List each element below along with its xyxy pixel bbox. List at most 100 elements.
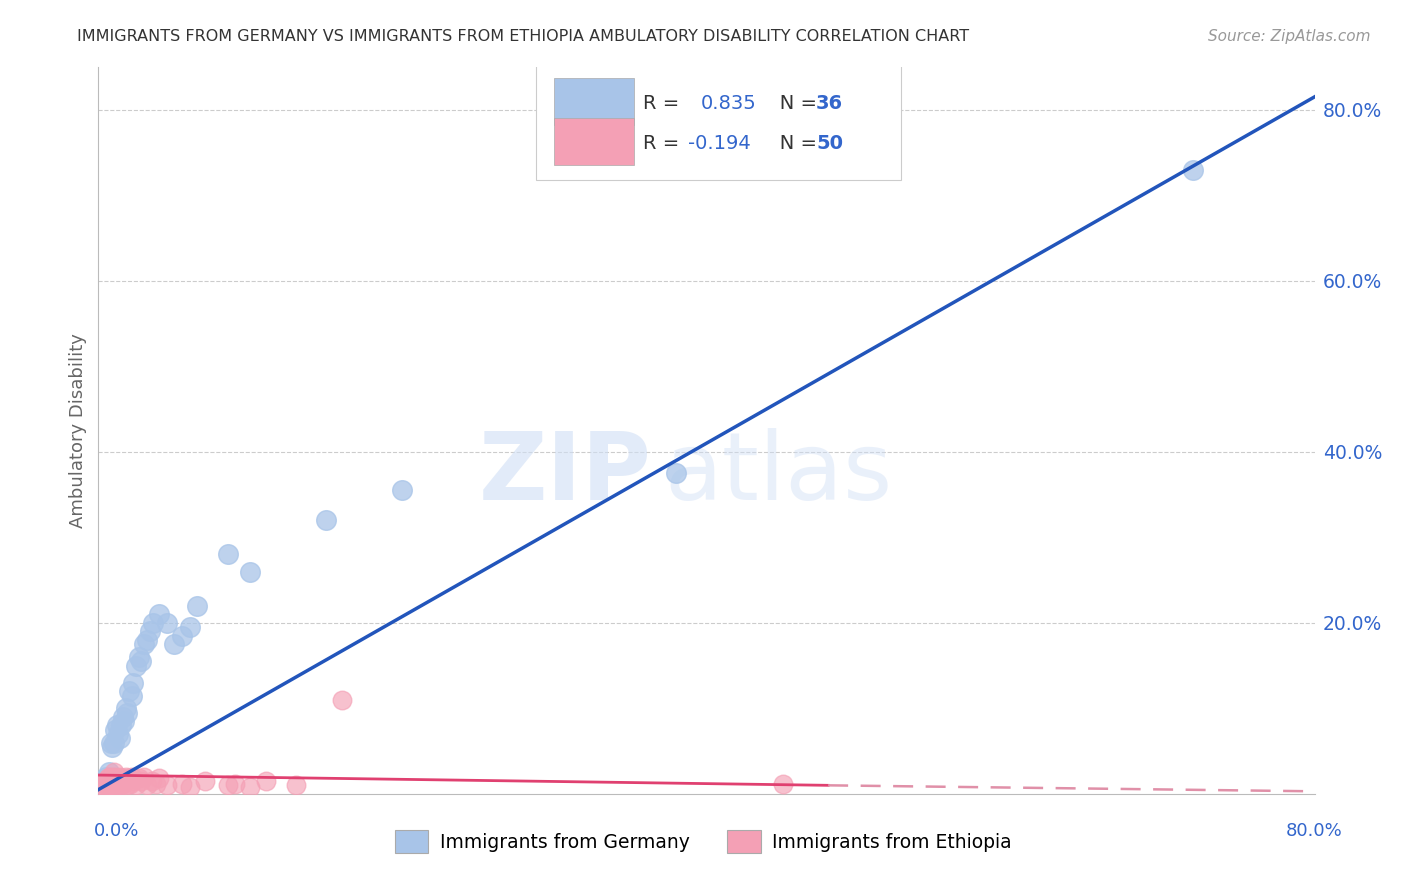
Point <box>156 778 179 792</box>
Point <box>136 778 159 792</box>
Point <box>239 780 262 794</box>
Point <box>104 723 127 737</box>
Point <box>142 615 165 630</box>
Text: -0.194: -0.194 <box>689 134 751 153</box>
Text: atlas: atlas <box>664 428 893 520</box>
Point <box>121 770 143 784</box>
Point <box>129 774 152 789</box>
Text: 0.0%: 0.0% <box>94 822 139 840</box>
Point <box>224 776 246 790</box>
Point <box>103 774 125 789</box>
Point <box>145 776 167 790</box>
Point <box>148 607 170 622</box>
Text: 0.835: 0.835 <box>700 94 756 112</box>
Point <box>156 615 179 630</box>
Point <box>118 684 141 698</box>
Point <box>132 637 155 651</box>
Point <box>94 770 117 784</box>
Point <box>96 772 118 786</box>
Point <box>179 780 201 794</box>
Point <box>163 637 186 651</box>
Point <box>665 466 688 480</box>
Point <box>128 772 150 786</box>
Point <box>114 770 136 784</box>
Legend: Immigrants from Germany, Immigrants from Ethiopia: Immigrants from Germany, Immigrants from… <box>387 822 1019 860</box>
Point <box>114 701 136 715</box>
Text: Source: ZipAtlas.com: Source: ZipAtlas.com <box>1208 29 1371 44</box>
Point <box>101 739 124 754</box>
Point <box>136 632 159 647</box>
Point <box>98 776 121 790</box>
Point <box>103 735 125 749</box>
Text: 50: 50 <box>815 134 844 153</box>
Point <box>105 718 128 732</box>
Point <box>105 772 128 786</box>
Point <box>110 772 132 786</box>
Point <box>117 706 139 720</box>
Point <box>100 778 122 792</box>
FancyBboxPatch shape <box>554 78 634 125</box>
Point <box>285 778 308 792</box>
Point <box>108 770 131 784</box>
Point <box>90 778 112 792</box>
Text: R =: R = <box>644 94 692 112</box>
Point <box>105 778 128 792</box>
Point <box>132 770 155 784</box>
Point <box>118 772 141 786</box>
Point <box>108 731 131 746</box>
Point <box>100 774 122 789</box>
Point <box>128 650 150 665</box>
Point <box>125 658 148 673</box>
Point <box>110 778 132 792</box>
Point <box>94 774 117 789</box>
Point <box>1182 162 1205 177</box>
Text: 80.0%: 80.0% <box>1286 822 1343 840</box>
Point <box>217 548 239 562</box>
Point <box>330 693 353 707</box>
Text: R =: R = <box>644 134 686 153</box>
Point <box>129 654 152 668</box>
Point <box>91 776 114 790</box>
Point <box>239 565 262 579</box>
Point <box>122 774 145 789</box>
Point <box>120 776 142 790</box>
Point <box>391 483 413 498</box>
Point <box>121 689 143 703</box>
Point <box>112 774 135 789</box>
Point <box>254 774 277 789</box>
Point <box>107 774 129 789</box>
Text: N =: N = <box>761 94 824 112</box>
Point <box>98 765 121 780</box>
Point <box>96 778 118 792</box>
Point <box>107 727 129 741</box>
Point <box>110 718 132 732</box>
Point <box>101 778 124 792</box>
Point <box>111 776 134 790</box>
Point <box>125 778 148 792</box>
Point <box>104 770 127 784</box>
Point <box>217 778 239 792</box>
Point <box>315 513 337 527</box>
Point <box>122 675 145 690</box>
Point <box>103 765 125 780</box>
Text: N =: N = <box>761 134 824 153</box>
FancyBboxPatch shape <box>554 118 634 165</box>
Point <box>93 780 115 794</box>
Text: IMMIGRANTS FROM GERMANY VS IMMIGRANTS FROM ETHIOPIA AMBULATORY DISABILITY CORREL: IMMIGRANTS FROM GERMANY VS IMMIGRANTS FR… <box>77 29 970 44</box>
FancyBboxPatch shape <box>536 60 901 179</box>
Point <box>148 772 170 786</box>
Text: ZIP: ZIP <box>479 428 652 520</box>
Point <box>104 776 127 790</box>
Point <box>101 770 124 784</box>
Point <box>186 599 208 613</box>
Point <box>100 735 122 749</box>
Point <box>194 774 217 789</box>
Point <box>141 774 163 789</box>
Point <box>117 778 139 792</box>
Point <box>139 624 162 639</box>
Point <box>111 710 134 724</box>
Point <box>170 776 193 790</box>
Point <box>772 776 794 790</box>
Text: 36: 36 <box>815 94 844 112</box>
Point <box>98 770 121 784</box>
